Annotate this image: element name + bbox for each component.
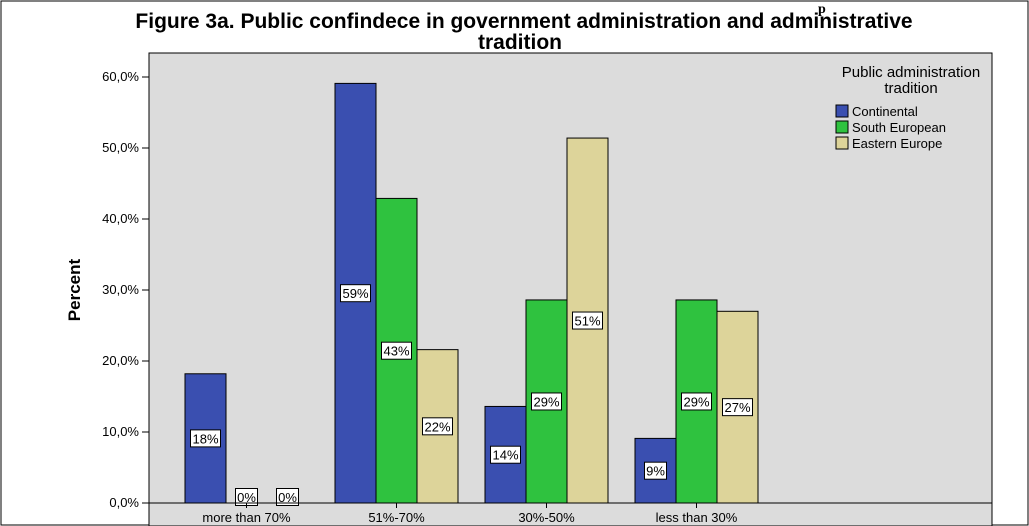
x-tick-label: 30%-50% <box>518 510 575 525</box>
data-label: 18% <box>192 431 218 446</box>
data-label: 0% <box>237 490 256 505</box>
y-tick-label: 20,0% <box>102 353 139 368</box>
data-label: 27% <box>724 400 750 415</box>
legend-swatch <box>835 120 849 134</box>
chart-title-line2: tradition <box>478 31 562 54</box>
data-label: 59% <box>342 286 368 301</box>
data-label-box <box>276 488 299 506</box>
data-label: 9% <box>646 464 665 479</box>
y-axis: 0,0% 10,0% 20,0% 30,0% 40,0% 50,0% 60,0% <box>102 53 150 526</box>
data-label-box <box>644 461 667 480</box>
legend-label: Continental <box>852 104 918 119</box>
x-axis: more than 70% 51%-70% 30%-50% less than 30% <box>149 502 992 525</box>
data-label-box <box>531 392 562 411</box>
data-label: 0% <box>278 490 297 505</box>
legend-swatch <box>835 136 849 150</box>
data-label-box <box>190 429 221 448</box>
legend-label: South European <box>852 120 946 135</box>
y-tick-label: 60,0% <box>102 69 139 84</box>
y-tick-label: 40,0% <box>102 211 139 226</box>
x-tick-label: 51%-70% <box>368 510 425 525</box>
legend-title-line1: Public administration <box>842 64 980 81</box>
chart-title-line1: Figure 3a. Public confindece in governme… <box>135 10 912 33</box>
legend: Public administration tradition Continen… <box>835 64 980 151</box>
data-label-box <box>340 284 371 303</box>
legend-swatch <box>835 104 849 118</box>
legend-label: Eastern Europe <box>852 136 942 151</box>
data-label-box <box>572 311 603 330</box>
y-axis-label: Percent <box>65 258 84 321</box>
y-tick-label: 30,0% <box>102 282 139 297</box>
data-label: 22% <box>424 419 450 434</box>
y-tick-label: 0,0% <box>109 495 139 510</box>
y-tick-label: 50,0% <box>102 140 139 155</box>
data-label: 43% <box>383 344 409 359</box>
data-label: 29% <box>533 394 559 409</box>
data-label: 14% <box>492 448 518 463</box>
data-labels: 18% 0% 0% 59% 43% 22% 14% 29% 51% 9% 29% 27% <box>190 284 753 506</box>
header-fragment: p <box>818 2 826 17</box>
x-tick-label: more than 70% <box>202 510 291 525</box>
x-tick-label: less than 30% <box>656 510 738 525</box>
data-label-box <box>422 417 453 436</box>
data-label-box <box>681 392 712 411</box>
data-label-box <box>722 398 753 417</box>
data-label-box <box>381 341 412 360</box>
y-tick-label: 10,0% <box>102 424 139 439</box>
legend-title-line2: tradition <box>884 80 937 97</box>
data-label: 51% <box>574 314 600 329</box>
data-label: 29% <box>683 394 709 409</box>
data-label-box <box>490 445 521 464</box>
